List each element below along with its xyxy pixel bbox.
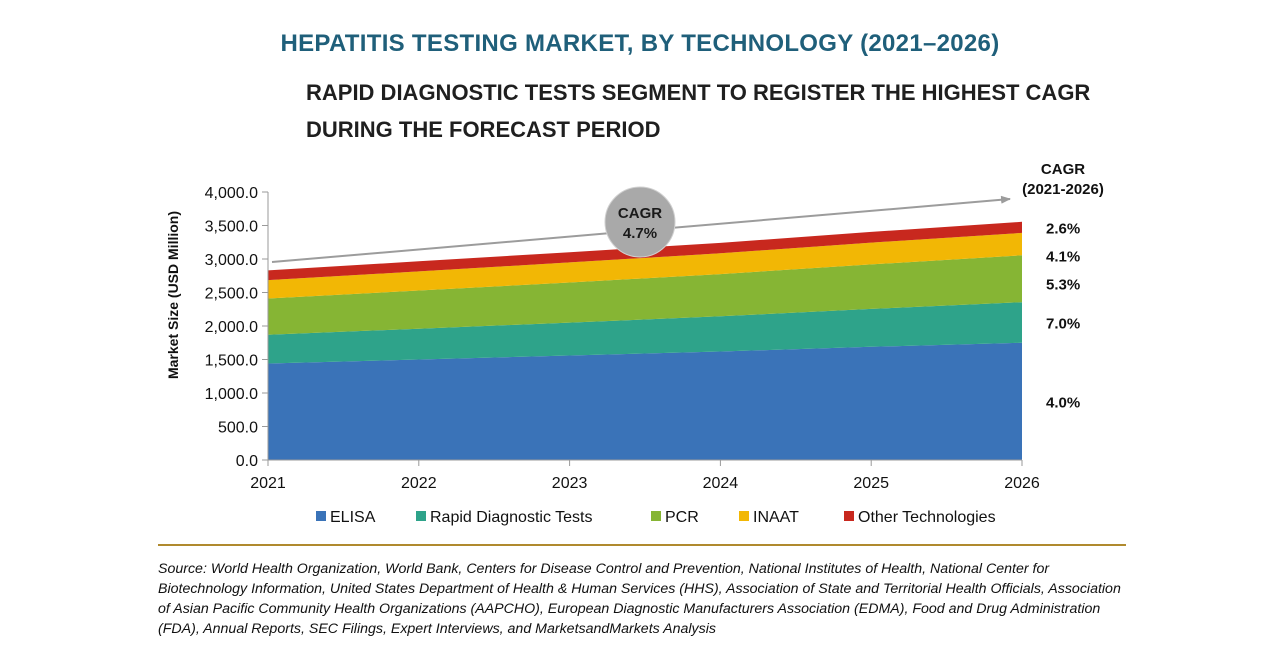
- y-tick-label: 3,000.0: [205, 252, 258, 269]
- legend-label: Other Technologies: [858, 509, 996, 526]
- overall-cagr-bubble: [604, 186, 676, 258]
- legend-swatch: [416, 511, 426, 521]
- overall-cagr-value: 4.7%: [623, 225, 657, 242]
- x-tick-label: 2025: [853, 475, 889, 492]
- cagr-header: CAGR: [1041, 161, 1085, 178]
- chart-subtitle: RAPID DIAGNOSTIC TESTS SEGMENT TO REGIST…: [306, 80, 1091, 142]
- y-tick-label: 2,500.0: [205, 286, 258, 303]
- y-tick-label: 2,000.0: [205, 319, 258, 336]
- legend-swatch: [844, 511, 854, 521]
- x-tick-label: 2022: [401, 475, 437, 492]
- legend-label: INAAT: [753, 509, 799, 526]
- cagr-header-period: (2021-2026): [1022, 181, 1104, 198]
- source-note: Source: World Health Organization, World…: [158, 561, 1121, 637]
- x-tick-label: 2026: [1004, 475, 1040, 492]
- area-inaat: [268, 232, 1022, 299]
- cagr-value-other-technologies: 2.6%: [1046, 220, 1080, 237]
- y-tick-label: 1,500.0: [205, 353, 258, 370]
- cagr-value-rapid-diagnostic-tests: 7.0%: [1046, 315, 1080, 332]
- legend-label: ELISA: [330, 509, 376, 526]
- area-rapid-diagnostic-tests: [268, 302, 1022, 364]
- x-tick-label: 2021: [250, 475, 286, 492]
- y-tick-label: 1,000.0: [205, 386, 258, 403]
- legend-swatch: [316, 511, 326, 521]
- x-tick-label: 2024: [703, 475, 739, 492]
- legend-swatch: [739, 511, 749, 521]
- overall-cagr-label: CAGR: [618, 205, 662, 222]
- legend-label: Rapid Diagnostic Tests: [430, 509, 592, 526]
- cagr-value-inaat: 4.1%: [1046, 248, 1080, 265]
- x-tick-label: 2023: [552, 475, 588, 492]
- y-tick-label: 500.0: [218, 420, 258, 437]
- cagr-value-elisa: 4.0%: [1046, 394, 1080, 411]
- divider-rule: [158, 544, 1126, 546]
- legend-swatch: [651, 511, 661, 521]
- y-tick-label: 4,000.0: [205, 185, 258, 202]
- stacked-area-chart: 0.0 500.0 1,000.0 1,500.0 2,000.0 2,500.0 3,00…: [165, 161, 1104, 526]
- chart-title: HEPATITIS TESTING MARKET, BY TECHNOLOGY …: [280, 30, 1000, 57]
- legend-label: PCR: [665, 509, 699, 526]
- y-tick-label: 0.0: [236, 453, 258, 470]
- area-pcr: [268, 255, 1022, 335]
- y-tick-label: 3,500.0: [205, 219, 258, 236]
- area-elisa: [268, 342, 1022, 460]
- cagr-value-pcr: 5.3%: [1046, 276, 1080, 293]
- y-axis-label: Market Size (USD Million): [165, 211, 181, 379]
